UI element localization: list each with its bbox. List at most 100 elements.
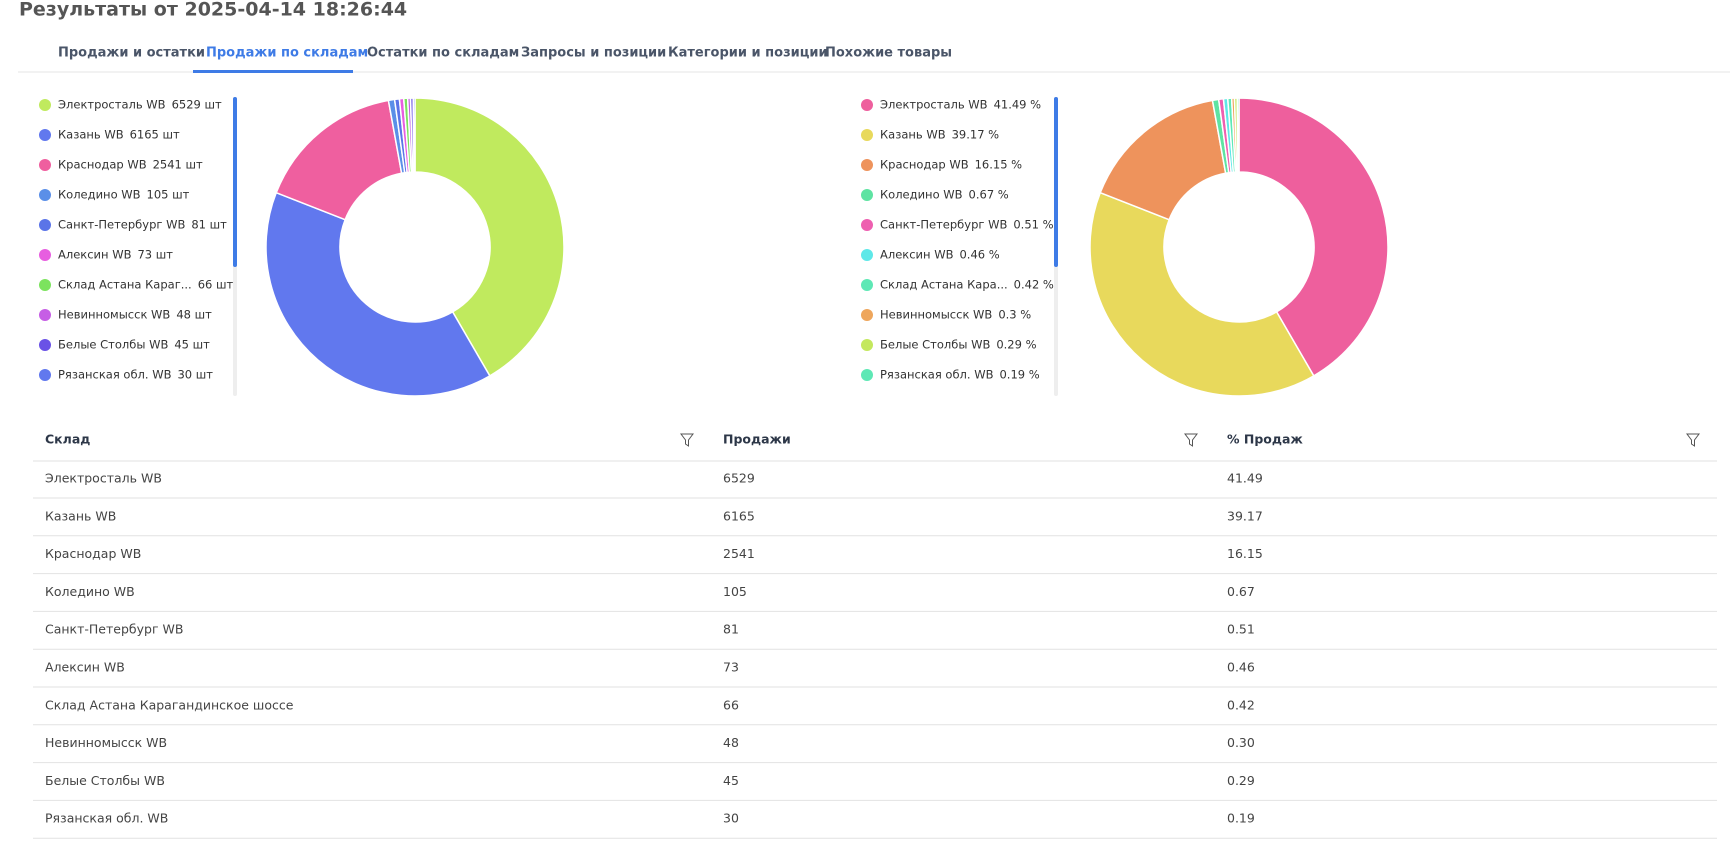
column-header: Склад <box>45 432 90 447</box>
table-cell: 66 <box>723 697 739 712</box>
donut-slice <box>1236 97 1240 173</box>
legend-value: 16.15 % <box>975 158 1023 172</box>
legend-swatch <box>861 189 873 201</box>
legend-value: 45 шт <box>174 338 210 352</box>
legend-label[interactable]: Электросталь WB <box>58 98 166 112</box>
legend-value: 0.19 % <box>999 368 1039 382</box>
legend-value: 81 шт <box>191 218 227 232</box>
legend-swatch <box>39 99 51 111</box>
table-cell: 6529 <box>723 471 755 486</box>
active-tab-underline <box>193 70 353 73</box>
legend-swatch <box>39 279 51 291</box>
legend-label[interactable]: Коледино WB <box>58 188 141 202</box>
legend-label[interactable]: Казань WB <box>880 128 946 142</box>
legend-value: 105 шт <box>147 188 190 202</box>
tab[interactable]: Похожие товары <box>825 46 952 61</box>
legend-label[interactable]: Казань WB <box>58 128 124 142</box>
legend-swatch <box>861 249 873 261</box>
table-cell: 48 <box>723 735 739 750</box>
legend-label[interactable]: Склад Астана Караг... <box>58 278 192 292</box>
table-cell: Алексин WB <box>45 660 125 675</box>
legend-value: 0.29 % <box>996 338 1036 352</box>
scroll-thumb[interactable] <box>233 97 237 267</box>
legend-label[interactable]: Электросталь WB <box>880 98 988 112</box>
table-cell: Краснодар WB <box>45 546 141 561</box>
filter-icon[interactable] <box>1686 433 1700 447</box>
legend-value: 73 шт <box>137 248 173 262</box>
legend-swatch <box>39 189 51 201</box>
legend-swatch <box>39 159 51 171</box>
scroll-thumb[interactable] <box>1054 97 1058 267</box>
table-cell: 0.30 <box>1227 735 1255 750</box>
legend-value: 48 шт <box>176 308 212 322</box>
legend-value: 0.3 % <box>998 308 1031 322</box>
table-cell: 16.15 <box>1227 546 1263 561</box>
legend-swatch <box>39 339 51 351</box>
legend-label[interactable]: Склад Астана Кара... <box>880 278 1008 292</box>
legend-label[interactable]: Рязанская обл. WB <box>880 368 994 382</box>
legend-swatch <box>861 99 873 111</box>
donut-slice <box>265 191 491 397</box>
table-cell: 30 <box>723 811 739 826</box>
legend-label[interactable]: Краснодар WB <box>58 158 147 172</box>
tab[interactable]: Остатки по складам <box>367 46 519 61</box>
legend-value: 6529 шт <box>172 98 222 112</box>
legend-swatch <box>861 339 873 351</box>
legend-swatch <box>39 219 51 231</box>
table-cell: Невинномысск WB <box>45 735 167 750</box>
table-cell: 0.46 <box>1227 660 1255 675</box>
filter-icon[interactable] <box>1184 433 1198 447</box>
legend-value: 0.67 % <box>969 188 1009 202</box>
legend-label[interactable]: Белые Столбы WB <box>58 338 168 352</box>
legend-label[interactable]: Белые Столбы WB <box>880 338 990 352</box>
legend-swatch <box>861 159 873 171</box>
legend-value: 0.46 % <box>959 248 999 262</box>
legend-swatch <box>39 129 51 141</box>
column-header: % Продаж <box>1227 432 1303 447</box>
legend-value: 0.42 % <box>1014 278 1054 292</box>
legend-swatch <box>861 369 873 381</box>
legend-value: 41.49 % <box>994 98 1042 112</box>
table-cell: 41.49 <box>1227 471 1263 486</box>
legend-swatch <box>861 219 873 231</box>
filter-icon[interactable] <box>680 433 694 447</box>
donut-slice <box>1089 191 1315 397</box>
table-cell: Рязанская обл. WB <box>45 811 168 826</box>
table-cell: Коледино WB <box>45 584 135 599</box>
table-cell: 0.51 <box>1227 622 1255 637</box>
donut-slice <box>412 97 416 173</box>
legend-label[interactable]: Коледино WB <box>880 188 963 202</box>
table-cell: 73 <box>723 660 739 675</box>
page-title: Результаты от 2025-04-14 18:26:44 <box>19 0 407 21</box>
table-cell: 6165 <box>723 508 755 523</box>
table-cell: 105 <box>723 584 747 599</box>
legend-value: 39.17 % <box>952 128 1000 142</box>
legend-swatch <box>39 249 51 261</box>
legend-value: 2541 шт <box>153 158 203 172</box>
legend-label[interactable]: Невинномысск WB <box>880 308 992 322</box>
donut-slice <box>414 97 565 377</box>
legend-label[interactable]: Невинномысск WB <box>58 308 170 322</box>
legend-label[interactable]: Алексин WB <box>58 248 132 262</box>
legend-label[interactable]: Санкт-Петербург WB <box>58 218 185 232</box>
legend-label[interactable]: Краснодар WB <box>880 158 969 172</box>
tab[interactable]: Категории и позиции <box>668 46 828 61</box>
legend-label[interactable]: Рязанская обл. WB <box>58 368 172 382</box>
legend-label[interactable]: Санкт-Петербург WB <box>880 218 1007 232</box>
tab[interactable]: Продажи и остатки <box>58 46 205 61</box>
table-cell: 0.29 <box>1227 773 1255 788</box>
table-cell: 0.19 <box>1227 811 1255 826</box>
column-header: Продажи <box>723 432 791 447</box>
table-cell: Санкт-Петербург WB <box>45 622 183 637</box>
legend-value: 6165 шт <box>130 128 180 142</box>
table-cell: 0.42 <box>1227 697 1255 712</box>
tab[interactable]: Запросы и позиции <box>521 46 666 61</box>
legend-label[interactable]: Алексин WB <box>880 248 954 262</box>
table-cell: 39.17 <box>1227 508 1263 523</box>
table-cell: Казань WB <box>45 508 116 523</box>
legend-value: 0.51 % <box>1013 218 1053 232</box>
tab[interactable]: Продажи по складам <box>206 46 368 61</box>
table-cell: 0.67 <box>1227 584 1255 599</box>
table-cell: Склад Астана Карагандинское шоссе <box>45 697 294 712</box>
